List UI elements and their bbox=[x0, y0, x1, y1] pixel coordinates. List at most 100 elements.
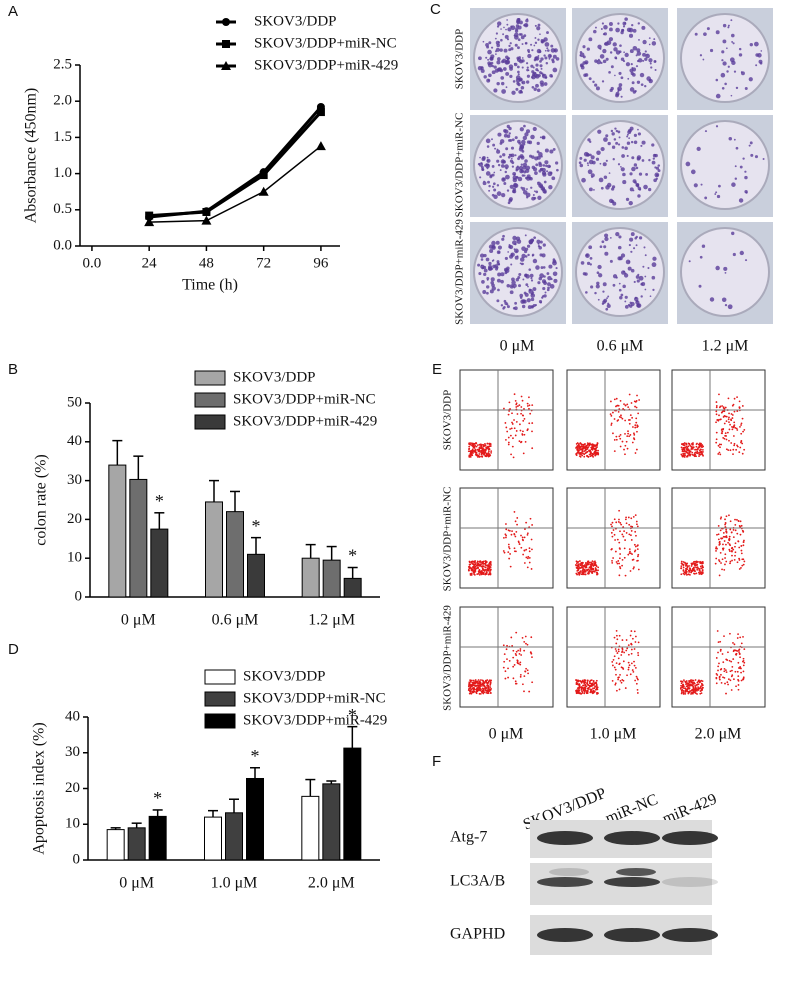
colony bbox=[715, 191, 718, 194]
plot-frame bbox=[459, 369, 554, 471]
row-label: SKOV3/DDP+miR-NC bbox=[442, 487, 454, 592]
event bbox=[724, 406, 727, 409]
band bbox=[662, 831, 718, 845]
event bbox=[525, 556, 528, 559]
event bbox=[515, 530, 518, 533]
event bbox=[701, 569, 704, 572]
event bbox=[717, 641, 720, 644]
event bbox=[628, 523, 631, 526]
colony-well bbox=[470, 8, 566, 110]
colony bbox=[634, 296, 639, 302]
event bbox=[633, 664, 636, 667]
event bbox=[636, 430, 638, 433]
well bbox=[575, 120, 665, 210]
band bbox=[604, 877, 660, 887]
colony bbox=[579, 51, 583, 54]
colony bbox=[627, 266, 632, 271]
event bbox=[479, 445, 482, 447]
colony bbox=[483, 268, 488, 273]
event bbox=[523, 649, 526, 652]
colony bbox=[514, 301, 518, 305]
colony bbox=[585, 254, 589, 257]
event bbox=[579, 692, 582, 695]
event bbox=[685, 567, 687, 570]
colony bbox=[517, 38, 521, 42]
event bbox=[590, 690, 592, 693]
event bbox=[695, 689, 698, 692]
event bbox=[715, 413, 718, 416]
event bbox=[490, 451, 493, 454]
event bbox=[523, 675, 526, 678]
event bbox=[738, 568, 741, 570]
colony bbox=[748, 144, 751, 147]
colony bbox=[515, 175, 519, 179]
event bbox=[508, 401, 511, 404]
marker bbox=[145, 211, 154, 220]
event bbox=[626, 447, 629, 450]
event bbox=[528, 561, 531, 564]
y-tick-label: 0 bbox=[73, 851, 81, 867]
event bbox=[623, 530, 626, 533]
event bbox=[739, 425, 741, 428]
event bbox=[629, 414, 632, 417]
event bbox=[731, 417, 734, 419]
event bbox=[489, 681, 492, 683]
event bbox=[468, 567, 471, 570]
colony bbox=[600, 61, 603, 65]
colony bbox=[483, 253, 487, 258]
colony bbox=[527, 53, 532, 59]
legend-swatch bbox=[204, 691, 236, 707]
event bbox=[580, 680, 583, 683]
colony bbox=[527, 305, 532, 309]
colony bbox=[485, 138, 491, 144]
event bbox=[699, 692, 702, 695]
y-tick-label: 1.0 bbox=[53, 165, 72, 181]
colony bbox=[606, 182, 612, 188]
colony bbox=[522, 299, 527, 304]
event bbox=[474, 685, 477, 687]
event bbox=[742, 544, 745, 547]
event bbox=[729, 562, 731, 565]
event bbox=[702, 454, 704, 457]
event bbox=[475, 445, 478, 448]
event bbox=[680, 680, 683, 683]
event bbox=[739, 520, 742, 523]
colony bbox=[628, 200, 633, 206]
event bbox=[699, 451, 702, 454]
event bbox=[588, 680, 591, 683]
event bbox=[576, 567, 579, 570]
colony bbox=[732, 252, 736, 257]
event bbox=[630, 530, 633, 532]
colony bbox=[488, 184, 491, 188]
colony bbox=[533, 236, 537, 240]
event bbox=[729, 550, 731, 552]
colony bbox=[488, 73, 492, 78]
colony bbox=[486, 167, 489, 170]
colony bbox=[615, 27, 620, 33]
event bbox=[728, 412, 730, 415]
event bbox=[512, 656, 515, 659]
colony bbox=[509, 42, 512, 45]
event bbox=[700, 688, 703, 690]
colony bbox=[510, 47, 514, 51]
event bbox=[530, 636, 533, 639]
event bbox=[729, 528, 732, 531]
event bbox=[511, 423, 514, 425]
colony bbox=[615, 93, 619, 98]
event bbox=[683, 442, 686, 444]
event bbox=[720, 516, 723, 519]
well bbox=[575, 227, 665, 317]
colony bbox=[522, 165, 527, 170]
band bbox=[616, 868, 656, 876]
colony bbox=[523, 291, 527, 295]
event bbox=[717, 533, 720, 536]
colony bbox=[535, 190, 539, 194]
colony bbox=[502, 307, 505, 310]
colony bbox=[535, 63, 539, 67]
event bbox=[580, 688, 583, 691]
event bbox=[733, 558, 736, 561]
colony bbox=[605, 159, 608, 162]
event bbox=[615, 650, 618, 652]
event bbox=[624, 432, 626, 435]
colony bbox=[541, 253, 546, 258]
